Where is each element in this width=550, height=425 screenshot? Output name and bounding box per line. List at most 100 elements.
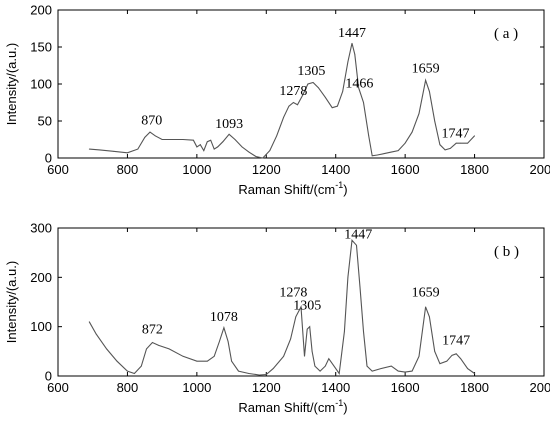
data-point [455,142,457,144]
data-point [258,374,260,376]
x-axis-label-close: ) [343,182,347,197]
data-point [295,316,297,318]
data-point [88,148,90,150]
peak-label: 1747 [441,127,469,142]
x-axis-label: Raman Shift/(cm-1) [238,398,347,415]
x-tick-label: 1400 [321,380,350,395]
data-point [255,156,257,157]
data-point [206,360,208,362]
data-point [304,355,305,357]
data-point [99,149,101,151]
data-point [231,360,232,362]
data-point [196,360,198,362]
data-point [390,151,392,153]
x-tick-label: 1200 [252,380,281,395]
data-point [342,91,344,92]
data-point [324,365,326,367]
data-point [366,365,368,367]
peak-label: 1093 [215,117,243,132]
peak-label: 1447 [338,26,366,41]
data-point [307,83,309,85]
data-point [383,153,385,154]
peak-label: 1278 [279,84,307,99]
data-point [429,91,430,92]
data-point [168,348,170,350]
peak-label: 1659 [412,286,440,301]
data-point [276,135,278,137]
x-axis-label-text: Raman Shift/(cm [238,400,335,415]
peak-label: 1078 [210,310,238,325]
data-point [444,149,446,151]
peak-label: 870 [141,113,162,128]
y-tick-label: 0 [45,369,52,384]
y-tick-label: 100 [30,77,52,92]
data-point [217,146,219,148]
data-point [292,102,294,103]
data-point [429,316,430,318]
y-tick-label: 300 [30,221,52,236]
data-point [351,42,353,44]
data-point [460,358,462,360]
data-point [343,331,345,332]
data-point [213,355,215,357]
data-point [359,286,361,288]
data-point [380,368,382,369]
data-point [137,148,139,150]
data-point [88,321,90,323]
x-tick-label: 800 [117,380,139,395]
peak-label: 1305 [293,298,321,313]
data-point [95,333,97,335]
peak-label: 1447 [344,227,372,242]
data-point [474,373,475,374]
data-point [210,139,212,141]
data-point [149,131,151,133]
data-point [451,354,453,356]
data-point [338,373,340,374]
data-point [358,87,360,89]
data-point [206,141,208,143]
data-point [376,154,378,156]
data-point [449,147,451,149]
data-point [227,341,229,342]
data-point [371,155,373,157]
data-point [113,150,114,152]
data-point [154,135,156,137]
data-point [333,365,335,367]
y-axis-label: Intensity/(a.u.) [4,43,19,125]
data-point [106,348,107,350]
y-tick-label: 200 [30,270,52,285]
data-point [269,150,271,152]
data-point [356,244,357,246]
data-point [328,358,330,360]
peak-label: 1278 [279,286,307,301]
data-point [161,139,163,140]
x-tick-label: 1000 [182,162,211,177]
data-point [474,135,475,137]
data-point [116,360,118,362]
data-point [411,370,413,372]
y-tick-label: 150 [30,40,52,55]
data-point [127,370,128,372]
x-tick-label: 1400 [321,162,350,177]
peak-label: 1747 [442,333,470,348]
data-point [158,345,160,346]
data-point [248,373,250,374]
x-tick-label: 800 [117,162,139,177]
panel-label: ( a ) [494,26,518,42]
data-point [324,96,326,98]
data-point [347,61,349,63]
data-point [192,139,194,141]
data-point [312,82,314,83]
x-axis-label-sup: -1 [335,180,343,190]
data-point [272,368,274,369]
x-axis-label-sup: -1 [335,398,343,408]
y-tick-label: 100 [30,319,52,334]
x-axis-label-close: ) [343,400,347,415]
data-point [439,144,441,146]
data-point [337,105,338,107]
x-tick-label: 1800 [460,162,489,177]
data-point [283,355,285,357]
